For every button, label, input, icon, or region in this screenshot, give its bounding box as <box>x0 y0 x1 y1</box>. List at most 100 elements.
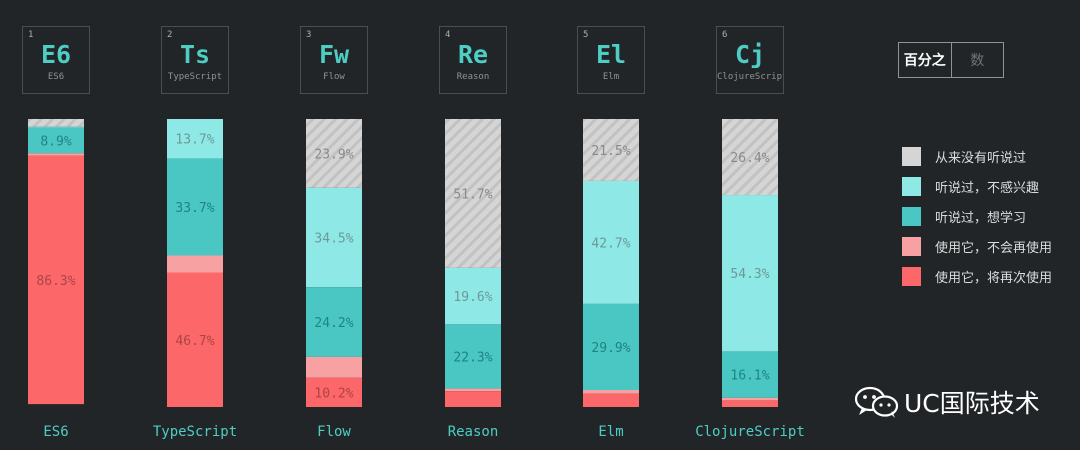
bar-segment <box>28 155 84 405</box>
bar-segment <box>722 195 778 352</box>
tile-number: 3 <box>306 30 312 40</box>
tile-full-name: TypeScript <box>167 72 223 82</box>
legend-swatch <box>902 266 921 286</box>
value-label: 23.9% <box>314 147 353 162</box>
value-label: 51.7% <box>453 187 492 202</box>
bar-segment <box>722 119 778 196</box>
value-label: 46.7% <box>175 334 214 349</box>
value-label: 8.9% <box>40 134 71 149</box>
bar-segment <box>167 272 223 407</box>
bar-segment <box>722 400 778 407</box>
bar-segment <box>28 127 84 154</box>
value-label: 24.2% <box>314 316 353 331</box>
bar-segment <box>28 126 84 128</box>
tile-number: 2 <box>167 30 173 40</box>
value-label: 54.3% <box>730 267 769 282</box>
brand-name: UC国际技术 <box>904 389 1040 418</box>
tile-number: 6 <box>722 30 728 40</box>
bar-segment <box>583 390 639 394</box>
bar-segment <box>445 324 501 389</box>
bar-segment <box>167 158 223 256</box>
bar-segment <box>583 303 639 391</box>
language-tile: 3 Fw Flow <box>300 26 368 94</box>
tile-abbreviation: Re <box>457 40 489 69</box>
legend-swatch <box>902 146 921 166</box>
value-label: 10.2% <box>314 386 353 401</box>
category-label: TypeScript <box>153 424 237 440</box>
value-label: 26.4% <box>730 151 769 166</box>
bar-segment <box>445 391 501 407</box>
tile-number: 4 <box>445 30 451 40</box>
bar-segment <box>722 351 778 398</box>
tile-abbreviation: El <box>595 40 627 69</box>
legend-swatch <box>902 236 921 256</box>
value-label: 21.5% <box>591 144 630 159</box>
tile-abbreviation: E6 <box>40 40 72 69</box>
bar-segment <box>306 119 362 188</box>
bar-segment <box>583 393 639 407</box>
bar-segment <box>445 119 501 268</box>
legend-swatch <box>902 206 921 226</box>
bar-segment <box>583 119 639 181</box>
category-label: ClojureScript <box>695 424 805 440</box>
language-tile: 4 Re Reason <box>439 26 507 94</box>
value-label: 29.9% <box>591 341 630 356</box>
language-tile: 5 El Elm <box>577 26 645 94</box>
bar-segment <box>28 153 84 156</box>
category-label: Reason <box>448 424 499 440</box>
wechat-icon <box>854 386 899 418</box>
bar-segment <box>306 356 362 378</box>
tile-full-name: ES6 <box>47 72 65 82</box>
legend-item: 听说过，想学习 <box>902 206 1052 226</box>
tile-abbreviation: Fw <box>318 40 350 69</box>
bar-segment <box>306 187 362 288</box>
legend-item: 使用它，将再次使用 <box>902 266 1052 286</box>
category-label: Elm <box>598 424 623 440</box>
tile-full-name: Elm <box>602 72 620 82</box>
legend-label: 使用它，将再次使用 <box>935 270 1053 286</box>
chart-legend: 从来没有听说过 听说过，不感兴趣 听说过，想学习使用它，不会再使用 使用它，将再次使用 <box>902 146 1052 296</box>
legend-swatch <box>902 176 921 196</box>
brand-watermark: UC国际技术 <box>854 384 1040 420</box>
legend-label: 使用它，不会再使用 <box>935 240 1053 256</box>
language-tile: 1 E6 ES6 <box>22 26 90 94</box>
value-label: 86.3% <box>36 274 75 289</box>
tile-number: 5 <box>583 30 589 40</box>
value-label: 22.3% <box>453 350 492 365</box>
language-tile: 2 Ts TypeScript <box>161 26 229 94</box>
value-label: 13.7% <box>175 133 214 148</box>
value-label: 33.7% <box>175 201 214 216</box>
legend-item: 从来没有听说过 <box>902 146 1052 166</box>
value-label: 19.6% <box>453 290 492 305</box>
tile-abbreviation: Ts <box>179 40 211 69</box>
category-label: Flow <box>317 424 351 440</box>
bar-segment <box>167 119 223 159</box>
legend-label: 从来没有听说过 <box>935 150 1027 166</box>
bar-segment <box>445 267 501 325</box>
value-label: 16.1% <box>730 369 769 384</box>
count-toggle-option[interactable]: 数 <box>970 53 985 69</box>
bar-segment <box>306 377 362 407</box>
legend-item: 使用它，不会再使用 <box>902 236 1052 256</box>
tile-full-name: Reason <box>456 72 490 82</box>
tile-abbreviation: Cj <box>734 40 766 69</box>
bar-segment <box>445 388 501 392</box>
value-label: 34.5% <box>314 232 353 247</box>
bar-segment <box>28 119 84 127</box>
bar-segment <box>583 180 639 304</box>
tile-full-name: ClojureScript <box>717 72 783 82</box>
legend-label: 听说过，想学习 <box>935 210 1027 226</box>
view-toggle[interactable]: 百分之 数 <box>898 42 1004 78</box>
value-label: 42.7% <box>591 236 630 251</box>
category-label: ES6 <box>43 424 68 440</box>
tile-number: 1 <box>28 30 34 40</box>
tile-full-name: Flow <box>323 72 345 82</box>
bar-segment <box>167 255 223 273</box>
legend-item: 听说过，不感兴趣 <box>902 176 1052 196</box>
percent-toggle-option[interactable]: 百分之 <box>899 43 952 77</box>
bar-segment <box>722 397 778 401</box>
bar-segment <box>306 287 362 357</box>
legend-label: 听说过，不感兴趣 <box>935 180 1040 196</box>
language-tile: 6 Cj ClojureScript <box>716 26 784 94</box>
